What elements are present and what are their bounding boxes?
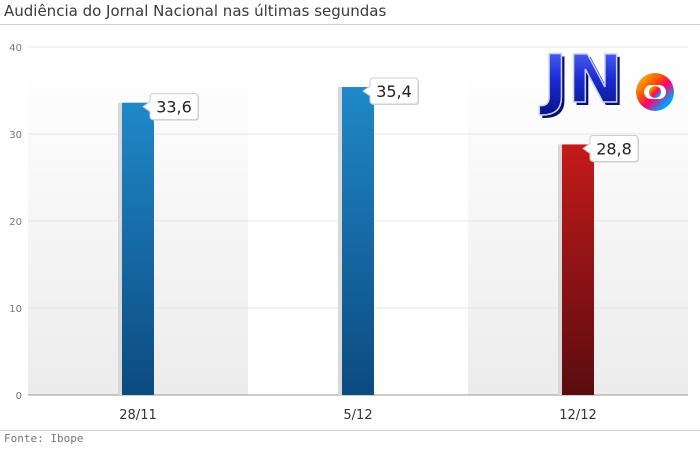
top-divider <box>0 24 700 25</box>
data-label: 28,8 <box>582 134 639 163</box>
jn-logo: JN JN <box>538 40 674 121</box>
bar-shadow <box>118 102 122 396</box>
x-tick-label: 5/12 <box>343 408 372 423</box>
data-labels: 33,6 35,4 28,8 <box>142 77 639 163</box>
bar <box>122 102 154 396</box>
bar <box>342 87 374 396</box>
y-tick-label: 0 <box>16 391 22 402</box>
y-tick-label: 40 <box>9 43 22 54</box>
y-tick-label: 10 <box>9 304 22 315</box>
y-tick-label: 30 <box>9 130 22 141</box>
chart-title: Audiência do Jornal Nacional nas últimas… <box>4 2 387 20</box>
logo-text: JN <box>539 41 623 118</box>
data-label-text: 33,6 <box>156 98 192 117</box>
x-axis-labels: 28/11 5/12 12/12 <box>119 408 596 423</box>
logo-shadow: JN <box>542 44 626 121</box>
x-tick-label: 12/12 <box>559 408 596 423</box>
bar-shadow <box>558 144 562 395</box>
data-label: 33,6 <box>142 93 199 121</box>
bars-group <box>118 87 594 396</box>
data-label: 35,4 <box>362 77 419 106</box>
data-label-text: 35,4 <box>376 82 412 101</box>
bar <box>562 144 594 395</box>
data-label-text: 28,8 <box>596 139 632 158</box>
globo-globe-icon <box>636 73 674 111</box>
bar-shadow <box>338 87 342 396</box>
x-tick-label: 28/11 <box>119 408 156 423</box>
source-note: Fonte: Ibope <box>4 432 84 445</box>
bottom-divider <box>0 430 700 431</box>
y-tick-label: 20 <box>9 217 22 228</box>
y-axis-ticks: 0 10 20 30 40 <box>9 43 22 402</box>
